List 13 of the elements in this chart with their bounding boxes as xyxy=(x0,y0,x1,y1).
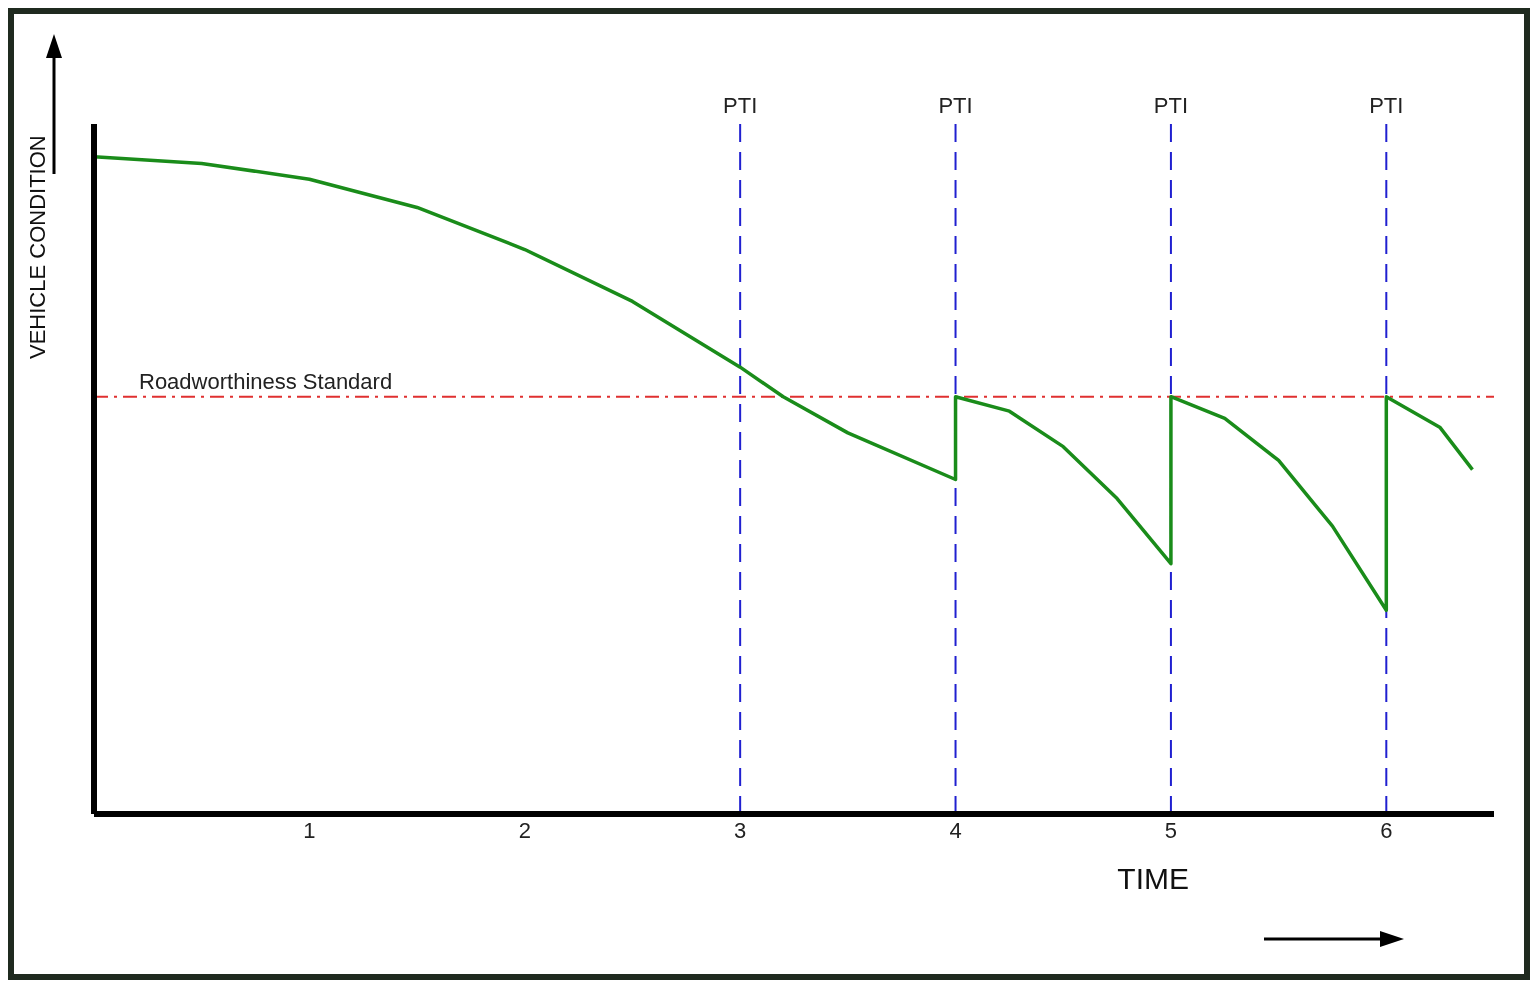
x-tick-label: 1 xyxy=(303,817,316,843)
x-tick-label: 3 xyxy=(734,817,747,843)
x-tick-label: 5 xyxy=(1164,817,1178,843)
y-axis-title: VEHICLE CONDITION xyxy=(24,135,50,359)
ref-line-label: PTI xyxy=(723,93,758,118)
x-axis-title: TIME xyxy=(1117,862,1189,895)
ref-line-label: PTI xyxy=(1153,93,1189,118)
x-tick-label: 2 xyxy=(518,817,531,843)
ref-line-label: PTI xyxy=(938,93,973,118)
ref-line-label: Roadworthiness Standard xyxy=(139,369,393,395)
x-tick-label: 4 xyxy=(949,817,962,843)
ref-line-label: PTI xyxy=(1369,93,1404,118)
x-tick-label: 6 xyxy=(1380,817,1393,843)
